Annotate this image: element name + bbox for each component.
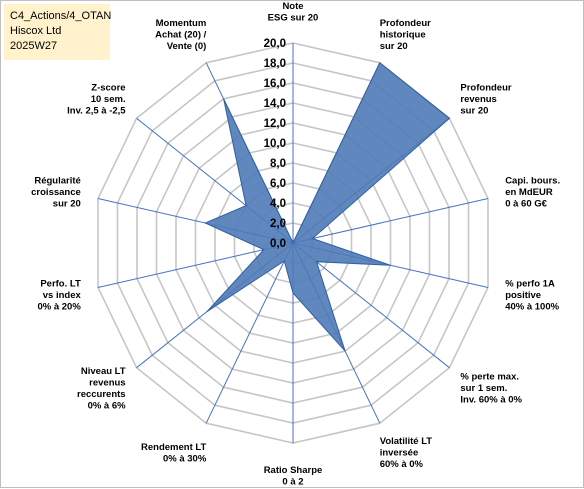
tick-label: 12,0 bbox=[264, 118, 286, 130]
axis-label: Rendement LT 0% à 30% bbox=[141, 442, 207, 465]
axis-label: % perfo 1A positive 40% à 100% bbox=[505, 279, 559, 313]
axis-label: Volatilité LT inversée 60% à 0% bbox=[380, 436, 433, 470]
info-company: Hiscox Ltd bbox=[10, 25, 62, 37]
axis-label: Perfo. LT vs index 0% à 20% bbox=[37, 279, 81, 313]
info-category: C4_Actions/4_OTAN bbox=[10, 10, 112, 22]
tick-label: 4,0 bbox=[270, 198, 286, 210]
tick-label: 2,0 bbox=[270, 218, 286, 230]
series-area bbox=[204, 62, 451, 352]
tick-label: 10,0 bbox=[264, 138, 286, 150]
radar-spoke bbox=[97, 242, 294, 288]
tick-label: 18,0 bbox=[264, 58, 286, 70]
axis-label: Niveau LT revenus reccurents 0% à 6% bbox=[77, 366, 126, 412]
tick-label: 0,0 bbox=[270, 238, 286, 250]
axis-label: Momentum Achat (20) / Vente (0) bbox=[155, 18, 207, 52]
radial-tick-labels: 0,0 2,0 4,0 6,0 8,0 10,0 12,0 14,0 16,0 18,0 20,0 bbox=[264, 38, 286, 250]
axis-label: Z-score 10 sem. Inv. 2,5 à -2,5 bbox=[67, 82, 126, 116]
radar-spoke bbox=[292, 242, 450, 369]
info-week: 2025W27 bbox=[10, 40, 58, 52]
axis-label: Capi. bours. en MdEUR 0 à 60 G€ bbox=[505, 175, 560, 209]
tick-label: 16,0 bbox=[264, 78, 286, 90]
info-box: C4_Actions/4_OTAN Hiscox Ltd 2025W27 bbox=[4, 4, 112, 60]
radar-spoke bbox=[205, 242, 294, 424]
axis-label: Profondeur historique sur 20 bbox=[380, 18, 431, 52]
tick-label: 8,0 bbox=[270, 158, 286, 170]
tick-label: 20,0 bbox=[264, 38, 286, 50]
axis-labels: Note ESG sur 20 Profondeur historique sur 20… bbox=[31, 1, 560, 487]
axis-label: Régularité croissance sur 20 bbox=[31, 175, 81, 209]
radar-spoke bbox=[292, 198, 489, 244]
axis-label: Profondeur revenus sur 20 bbox=[460, 82, 511, 116]
radar-series bbox=[204, 62, 451, 352]
axis-label: Ratio Sharpe 0 à 2 bbox=[264, 465, 323, 488]
tick-label: 14,0 bbox=[264, 98, 286, 110]
axis-label: % perte max. sur 1 sem. Inv. 60% à 0% bbox=[460, 372, 522, 406]
tick-label: 6,0 bbox=[270, 178, 286, 190]
axis-label: Note ESG sur 20 bbox=[268, 1, 319, 23]
